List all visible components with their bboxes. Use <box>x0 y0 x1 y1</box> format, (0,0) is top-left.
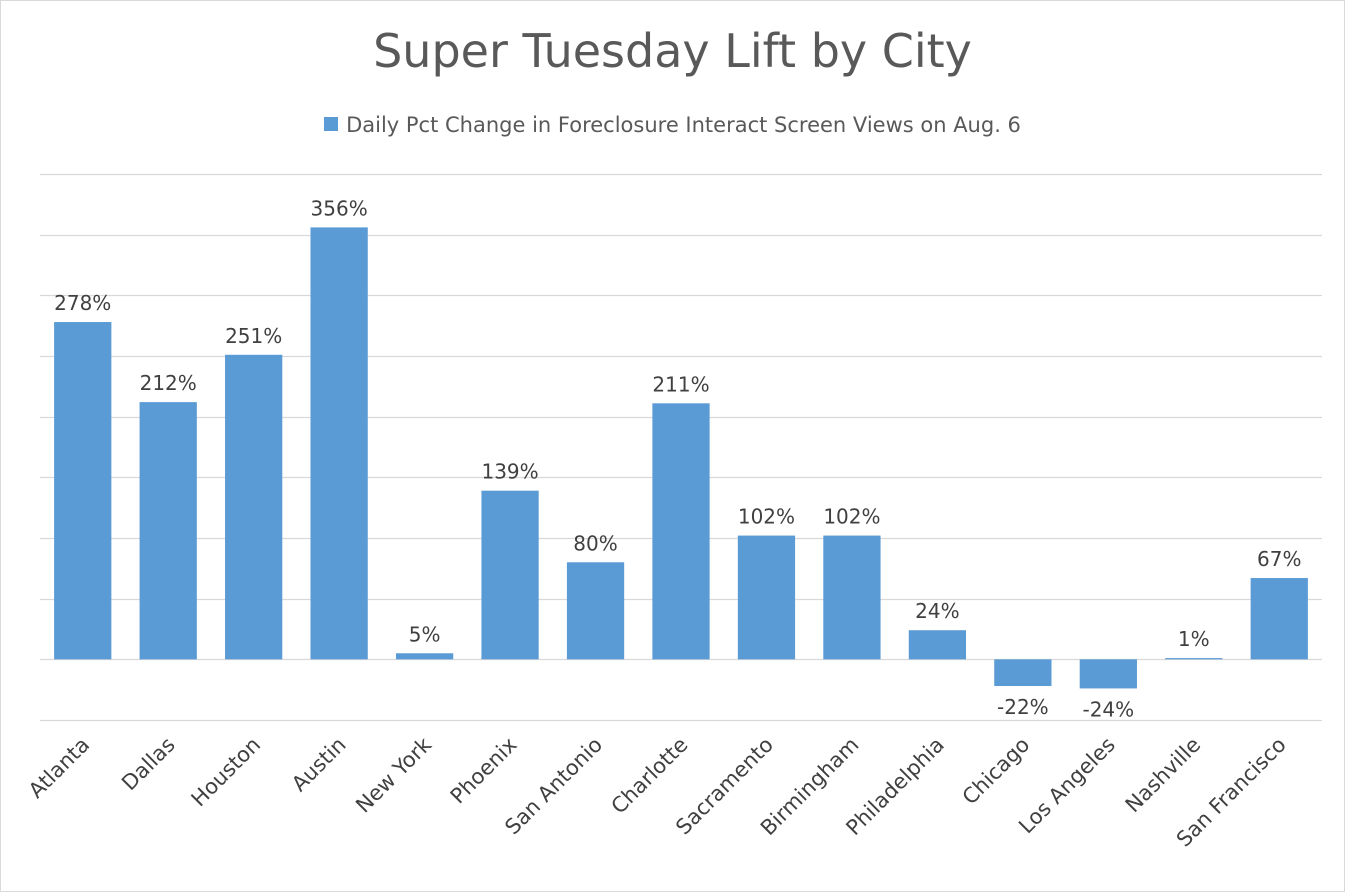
x-tick-label: New York <box>351 732 437 818</box>
x-tick-labels: Atlanta Dallas Houston Austin New York Phoeni… <box>24 732 1291 852</box>
data-label: 67% <box>1257 547 1301 571</box>
data-label: -22% <box>997 695 1049 719</box>
data-label: 212% <box>140 371 197 395</box>
data-label: 251% <box>225 324 282 348</box>
x-tick-label: Atlanta <box>24 733 94 803</box>
data-labels: 278% 212% 251% 356% 5% 139% 80% 211% 102% 102% 24%… <box>54 196 1301 721</box>
data-label: 356% <box>311 196 368 220</box>
data-label: 278% <box>54 291 111 315</box>
x-tick-label: Nashville <box>1121 733 1206 818</box>
bar-new-york <box>395 653 454 660</box>
data-label: 24% <box>915 599 959 623</box>
bar-san-francisco <box>1250 578 1308 660</box>
data-label: 5% <box>409 622 441 646</box>
bar-houston <box>225 354 283 660</box>
x-tick-label: Phoenix <box>446 733 522 809</box>
bar-los-angeles <box>1079 659 1137 689</box>
data-label: -24% <box>1082 697 1134 721</box>
bar-chicago <box>994 659 1052 687</box>
x-tick-label: Dallas <box>117 733 180 796</box>
bar-san-antonio <box>566 562 625 660</box>
bar-birmingham <box>823 535 881 660</box>
x-tick-label: Charlotte <box>607 733 693 819</box>
data-label: 1% <box>1178 627 1210 651</box>
x-tick-label: Chicago <box>958 733 1035 810</box>
bar-atlanta <box>54 322 112 660</box>
bar-nashville <box>1165 658 1223 660</box>
legend-label: Daily Pct Change in Foreclosure Interact… <box>346 113 1021 137</box>
data-label: 139% <box>481 460 538 484</box>
bar-charlotte <box>652 403 710 660</box>
bar-sacramento <box>737 535 796 660</box>
legend: Daily Pct Change in Foreclosure Interact… <box>0 113 1345 137</box>
legend-swatch <box>324 117 339 131</box>
chart-title: Super Tuesday Lift by City <box>373 24 972 78</box>
bars <box>54 227 1308 689</box>
x-tick-label: Houston <box>187 733 266 812</box>
bar-austin <box>310 227 368 660</box>
data-label: 102% <box>738 505 795 529</box>
data-label: 80% <box>573 531 617 555</box>
bar-philadelphia <box>908 630 967 660</box>
bar-phoenix <box>481 490 539 660</box>
data-label: 102% <box>823 505 880 529</box>
bar-dallas <box>139 402 197 660</box>
x-tick-label: Austin <box>287 733 351 797</box>
data-label: 211% <box>652 372 709 396</box>
